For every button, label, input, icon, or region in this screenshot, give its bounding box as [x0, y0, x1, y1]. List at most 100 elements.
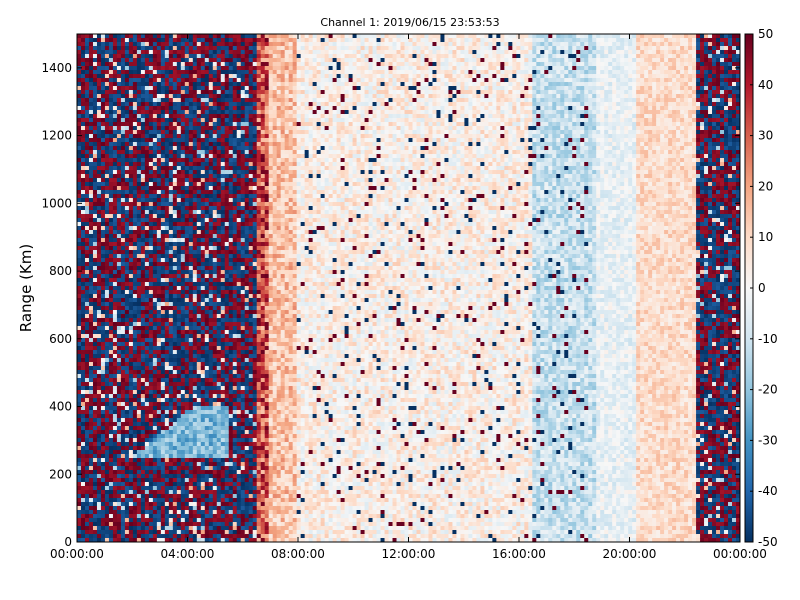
heatmap-cell: [120, 538, 126, 543]
heatmap-cell: [188, 430, 194, 435]
heatmap-cell: [92, 338, 98, 343]
heatmap-cell: [184, 258, 190, 263]
heatmap-cell: [188, 54, 194, 59]
heatmap-cell: [136, 246, 142, 251]
heatmap-cell: [132, 34, 138, 39]
heatmap-cell: [128, 446, 134, 451]
heatmap-cell: [176, 214, 182, 219]
heatmap-cell: [168, 490, 174, 495]
heatmap-cell: [168, 322, 174, 327]
heatmap-cell: [128, 318, 134, 323]
heatmap-cell: [80, 114, 86, 119]
heatmap-cell: [84, 418, 90, 423]
heatmap-cell: [188, 438, 194, 443]
heatmap-cell: [92, 402, 98, 407]
heatmap-cell: [168, 342, 174, 347]
heatmap-cell: [104, 178, 110, 183]
heatmap-cell: [144, 458, 150, 463]
heatmap-cell: [152, 82, 158, 87]
heatmap-cell: [148, 354, 154, 359]
heatmap-cell: [77, 162, 82, 167]
heatmap-cell: [112, 310, 118, 315]
heatmap-cell: [132, 254, 138, 259]
heatmap-cell: [224, 70, 230, 75]
heatmap-cell: [136, 478, 142, 483]
heatmap-cell: [92, 426, 98, 431]
heatmap-cell: [192, 378, 198, 383]
heatmap-cell: [108, 46, 114, 51]
heatmap-cell: [204, 146, 210, 151]
heatmap-cell: [148, 242, 154, 247]
heatmap-cell: [136, 538, 142, 543]
heatmap-cell: [180, 166, 186, 171]
heatmap-cell: [228, 510, 234, 515]
heatmap-cell: [180, 46, 186, 51]
heatmap-cell: [136, 358, 142, 363]
heatmap-cell: [88, 498, 94, 503]
heatmap-cell: [200, 194, 206, 199]
heatmap-cell: [132, 206, 138, 211]
heatmap-cell: [224, 82, 230, 87]
heatmap-cell: [200, 58, 206, 63]
heatmap-cell: [208, 266, 214, 271]
heatmap-cell: [96, 498, 102, 503]
heatmap-cell: [172, 426, 178, 431]
heatmap-cell: [164, 210, 170, 215]
heatmap-cell: [180, 398, 186, 403]
heatmap-cell: [188, 134, 194, 139]
heatmap-cell: [200, 98, 206, 103]
heatmap-cell: [168, 498, 174, 503]
heatmap-cell: [160, 326, 166, 331]
heatmap-cell: [128, 102, 134, 107]
heatmap-cell: [224, 326, 230, 331]
heatmap-cell: [152, 474, 158, 479]
heatmap-cell: [208, 526, 214, 531]
heatmap-cell: [176, 346, 182, 351]
heatmap-cell: [128, 530, 134, 535]
heatmap-cell: [232, 50, 238, 55]
heatmap-cell: [124, 382, 130, 387]
heatmap-cell: [196, 178, 202, 183]
heatmap-cell: [136, 506, 142, 511]
heatmap-cell: [140, 478, 146, 483]
heatmap-cell: [216, 482, 222, 487]
heatmap-cell: [168, 102, 174, 107]
heatmap-cell: [172, 242, 178, 247]
heatmap-cell: [124, 314, 130, 319]
heatmap-cell: [96, 410, 102, 415]
heatmap-cell: [196, 494, 202, 499]
heatmap-cell: [152, 194, 158, 199]
heatmap-cell: [200, 102, 206, 107]
heatmap-cell: [152, 366, 158, 371]
heatmap-cell: [176, 266, 182, 271]
heatmap-cell: [172, 74, 178, 79]
heatmap-cell: [224, 178, 230, 183]
heatmap-cell: [92, 494, 98, 499]
heatmap-cell: [132, 174, 138, 179]
heatmap-cell: [232, 170, 238, 175]
heatmap-cell: [148, 134, 154, 139]
heatmap-cell: [84, 466, 90, 471]
heatmap-cell: [212, 210, 218, 215]
heatmap-cell: [184, 146, 190, 151]
heatmap-cell: [124, 206, 130, 211]
heatmap-cell: [196, 50, 202, 55]
heatmap-cell: [144, 74, 150, 79]
heatmap-cell: [184, 354, 190, 359]
heatmap-cell: [96, 506, 102, 511]
heatmap-cell: [132, 466, 138, 471]
heatmap-cell: [84, 370, 90, 375]
heatmap-cell: [104, 86, 110, 91]
heatmap-cell: [160, 290, 166, 295]
heatmap-cell: [148, 530, 154, 535]
heatmap-cell: [180, 442, 186, 447]
heatmap-cell: [116, 234, 122, 239]
heatmap-cell: [168, 382, 174, 387]
heatmap-cell: [212, 318, 218, 323]
heatmap-cell: [132, 414, 138, 419]
heatmap-cell: [212, 386, 218, 391]
heatmap-cell: [152, 282, 158, 287]
heatmap-cell: [204, 126, 210, 131]
heatmap-cell: [212, 258, 218, 263]
heatmap-cell: [112, 366, 118, 371]
